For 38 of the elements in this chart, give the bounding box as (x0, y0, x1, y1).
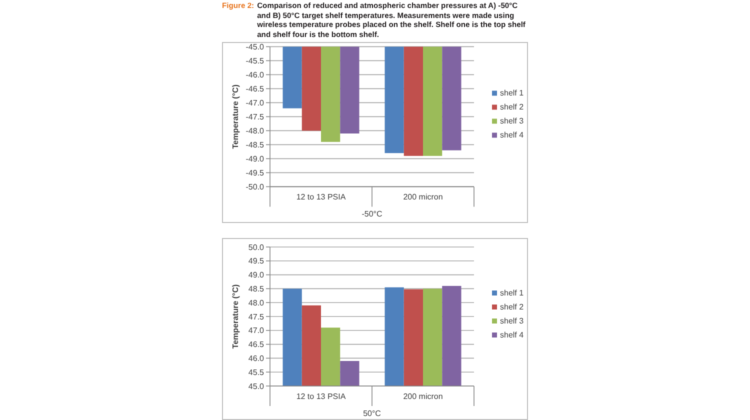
x-axis-title: 50°C (363, 409, 382, 418)
y-axis-title: Temperature (°C) (231, 284, 240, 349)
y-tick-label: 45.5 (248, 368, 265, 377)
y-axis-title: Temperature (°C) (231, 84, 240, 149)
y-tick-label: -50.0 (246, 182, 265, 192)
legend-label: shelf 4 (500, 330, 524, 340)
y-tick-label: -49.5 (246, 168, 265, 178)
y-tick-label: -47.0 (246, 98, 265, 108)
y-tick-label: 50.0 (248, 242, 265, 252)
y-tick-label: 49.5 (248, 256, 265, 266)
y-tick-label: -48.5 (246, 140, 265, 150)
x-axis-title: -50°C (362, 210, 382, 219)
x-tick-label: 12 to 13 PSIA (296, 392, 346, 401)
x-tick-label: 12 to 13 PSIA (296, 192, 346, 202)
legend-label: shelf 2 (500, 102, 524, 112)
y-tick-label: -46.0 (246, 70, 265, 80)
y-tick-label: 45.0 (248, 382, 265, 391)
y-tick-label: 46.5 (248, 340, 265, 350)
legend-label: shelf 3 (500, 316, 524, 326)
x-tick-label: 200 micron (403, 392, 443, 401)
legend-label: shelf 4 (500, 130, 524, 140)
y-tick-label: -47.5 (246, 112, 265, 122)
y-tick-label: 48.0 (248, 298, 265, 308)
legend-label: shelf 1 (500, 88, 524, 98)
y-tick-label: -48.0 (246, 126, 265, 136)
y-tick-label: -45.5 (246, 56, 265, 66)
y-tick-label: 48.5 (248, 284, 265, 294)
y-tick-label: 46.0 (248, 354, 265, 363)
legend-label: shelf 3 (500, 116, 524, 126)
legend-label: shelf 1 (500, 288, 524, 298)
x-tick-label: 200 micron (403, 192, 443, 202)
y-tick-label: 47.0 (248, 326, 265, 336)
y-tick-label: 49.0 (248, 270, 265, 280)
y-tick-label: -45.0 (246, 42, 265, 52)
legend-label: shelf 2 (500, 302, 524, 312)
y-tick-label: -46.5 (246, 84, 265, 94)
y-tick-label: 47.5 (248, 312, 265, 322)
y-tick-label: -49.0 (246, 154, 265, 164)
